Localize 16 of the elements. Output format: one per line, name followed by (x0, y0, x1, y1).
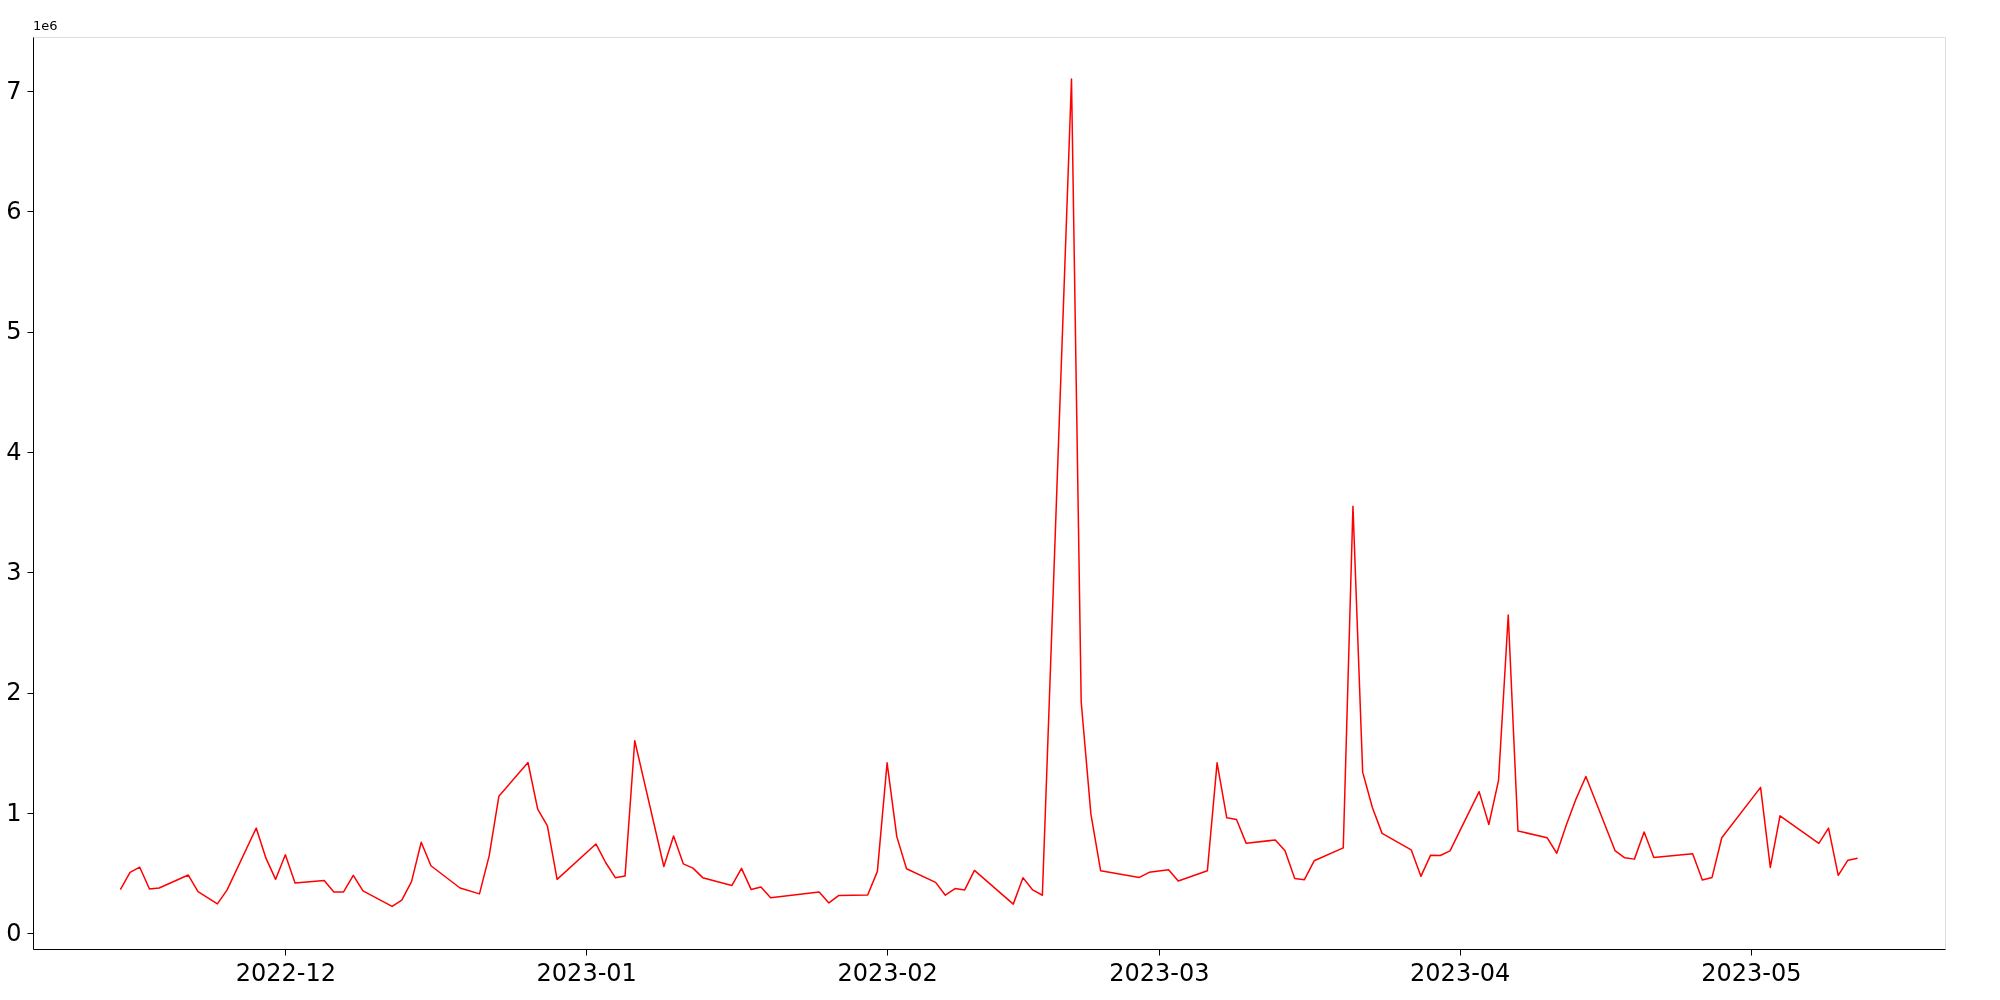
y-tick-label: 1 (6, 798, 22, 827)
text: 1e6 (33, 18, 58, 33)
y-tick-label: 4 (6, 437, 22, 466)
y-tick-label: 6 (6, 196, 22, 225)
y-tick-label: 7 (6, 76, 22, 105)
x-tick-label: 2023-05 (1701, 958, 1802, 987)
x-tick-label: 2022-12 (235, 958, 336, 987)
line-series (119, 78, 1859, 908)
y-tick-label: 2 (6, 678, 22, 707)
x-tick-label: 2023-01 (536, 958, 637, 987)
y-tick-label: 0 (6, 918, 22, 947)
x-tick-label: 2023-02 (837, 958, 938, 987)
x-tick-label: 2023-03 (1109, 958, 1210, 987)
y-tick-label: 5 (6, 317, 22, 346)
x-tick-label: 2023-04 (1410, 958, 1511, 987)
y-tick-label: 3 (6, 557, 22, 586)
